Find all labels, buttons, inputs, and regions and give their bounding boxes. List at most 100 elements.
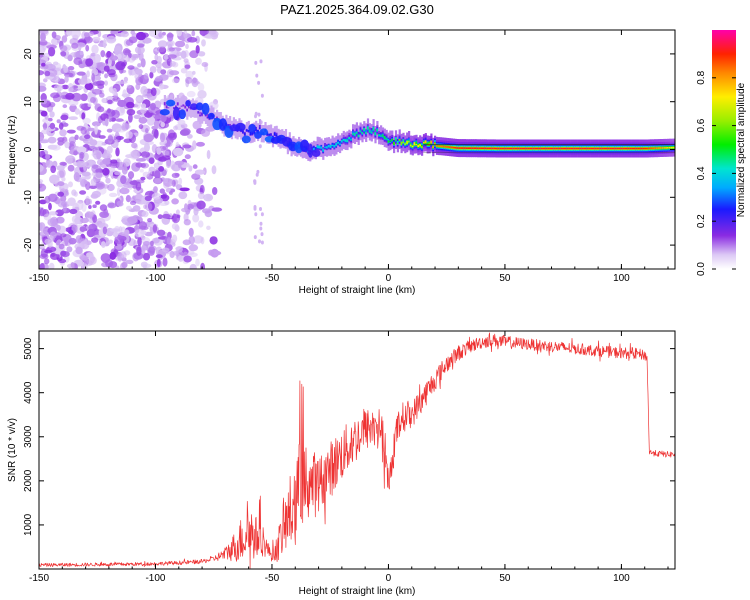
noise-speckle <box>195 57 202 65</box>
ridge-cell <box>585 147 588 150</box>
ridge-cell <box>413 142 416 146</box>
ridge-cell <box>512 147 515 150</box>
ridge-cell <box>575 147 578 150</box>
noise-speckle <box>180 67 188 74</box>
ridge-cell <box>406 140 409 145</box>
noise-speckle <box>134 115 140 119</box>
ridge-cell <box>389 140 392 142</box>
noise-speckle <box>76 71 86 76</box>
noise-speckle <box>109 251 117 260</box>
noise-speckle <box>192 77 198 84</box>
spectrogram-x-axis-label: Height of straight line (km) <box>299 285 416 296</box>
noise-speckle <box>39 187 45 192</box>
ridge-cell <box>409 144 412 147</box>
noise-speckle <box>185 76 193 84</box>
noise-speckle <box>144 73 149 80</box>
ridge-blotch <box>307 143 314 158</box>
ridge-cell <box>475 147 478 149</box>
ridge-cell <box>333 145 336 148</box>
noise-speckle <box>48 193 58 202</box>
noise-speckle <box>175 209 180 215</box>
noise-speckle <box>117 80 128 84</box>
noise-speckle <box>184 203 188 212</box>
ridge-cell <box>398 138 401 141</box>
noise-speckle <box>41 62 46 67</box>
ridge-cell <box>532 147 535 150</box>
noise-speckle <box>140 151 151 158</box>
ridge-cell <box>322 148 325 152</box>
noise-speckle <box>82 117 91 124</box>
noise-speckle <box>192 164 198 169</box>
noise-speckle <box>81 263 88 269</box>
ridge-cell <box>365 131 368 134</box>
ridge-cell <box>363 128 366 131</box>
noise-speckle <box>39 263 45 269</box>
noise-speckle <box>153 162 160 169</box>
ridge-cell <box>348 136 351 140</box>
noise-speckle <box>43 213 52 221</box>
noise-speckle <box>156 229 166 236</box>
noise-speckle <box>106 145 113 154</box>
noise-speckle <box>122 89 127 98</box>
noise-speckle <box>59 161 67 166</box>
noise-speckle <box>60 51 67 57</box>
noise-speckle <box>85 44 90 52</box>
noise-speckle <box>200 236 205 245</box>
noise-speckle <box>135 96 142 102</box>
ridge-cell <box>370 131 373 134</box>
ridge-cell <box>465 147 468 149</box>
ridge-cell <box>668 146 672 149</box>
noise-speckle <box>178 191 188 200</box>
ridge-cell <box>452 146 455 149</box>
snr-y-tick-label: 4000 <box>23 381 34 404</box>
noise-speckle <box>48 262 55 269</box>
ridge-cell <box>531 147 534 150</box>
noise-speckle <box>65 92 75 100</box>
noise-speckle <box>257 112 261 117</box>
snr-line <box>39 332 675 569</box>
ridge-cell <box>275 134 278 137</box>
noise-speckle <box>39 39 48 46</box>
noise-speckle <box>106 35 117 44</box>
noise-speckle <box>85 211 95 218</box>
spectrogram-y-tick-label: -20 <box>23 237 34 252</box>
ridge-cell <box>456 147 459 149</box>
ridge-cell <box>497 147 500 150</box>
noise-speckle <box>189 50 199 59</box>
noise-speckle <box>179 129 190 136</box>
noise-speckle <box>160 155 171 161</box>
noise-speckle <box>54 35 61 40</box>
noise-speckle <box>116 158 121 163</box>
noise-speckle <box>178 177 183 186</box>
ridge-cell <box>484 147 487 150</box>
noise-speckle <box>159 188 165 194</box>
snr-x-axis-label: Height of straight line (km) <box>299 586 416 597</box>
noise-speckle <box>124 229 130 236</box>
noise-speckle <box>109 171 113 177</box>
ridge-cell <box>493 147 496 150</box>
colorbar-tick-label: 0.0 <box>696 262 707 276</box>
noise-speckle <box>254 60 258 65</box>
ridge-cell <box>178 107 181 110</box>
noise-speckle <box>97 106 105 113</box>
ridge-cell <box>366 126 370 130</box>
noise-speckle <box>126 84 132 89</box>
noise-speckle <box>43 78 48 83</box>
ridge-cell <box>514 147 517 150</box>
noise-speckle <box>76 160 87 168</box>
noise-speckle <box>81 202 87 212</box>
noise-speckle <box>64 76 69 83</box>
noise-speckle <box>75 235 83 244</box>
noise-speckle <box>120 262 126 269</box>
noise-speckle <box>158 74 169 80</box>
ridge-cell <box>562 147 565 150</box>
ridge-blotch <box>248 123 257 133</box>
ridge-cell <box>255 129 258 131</box>
noise-speckle <box>56 119 61 124</box>
noise-speckle <box>48 202 52 211</box>
noise-speckle <box>47 136 57 144</box>
noise-speckle <box>58 243 65 250</box>
ridge-cell <box>396 143 399 145</box>
spectrogram-y-tick-label: 10 <box>23 96 34 108</box>
noise-speckle <box>78 78 88 85</box>
